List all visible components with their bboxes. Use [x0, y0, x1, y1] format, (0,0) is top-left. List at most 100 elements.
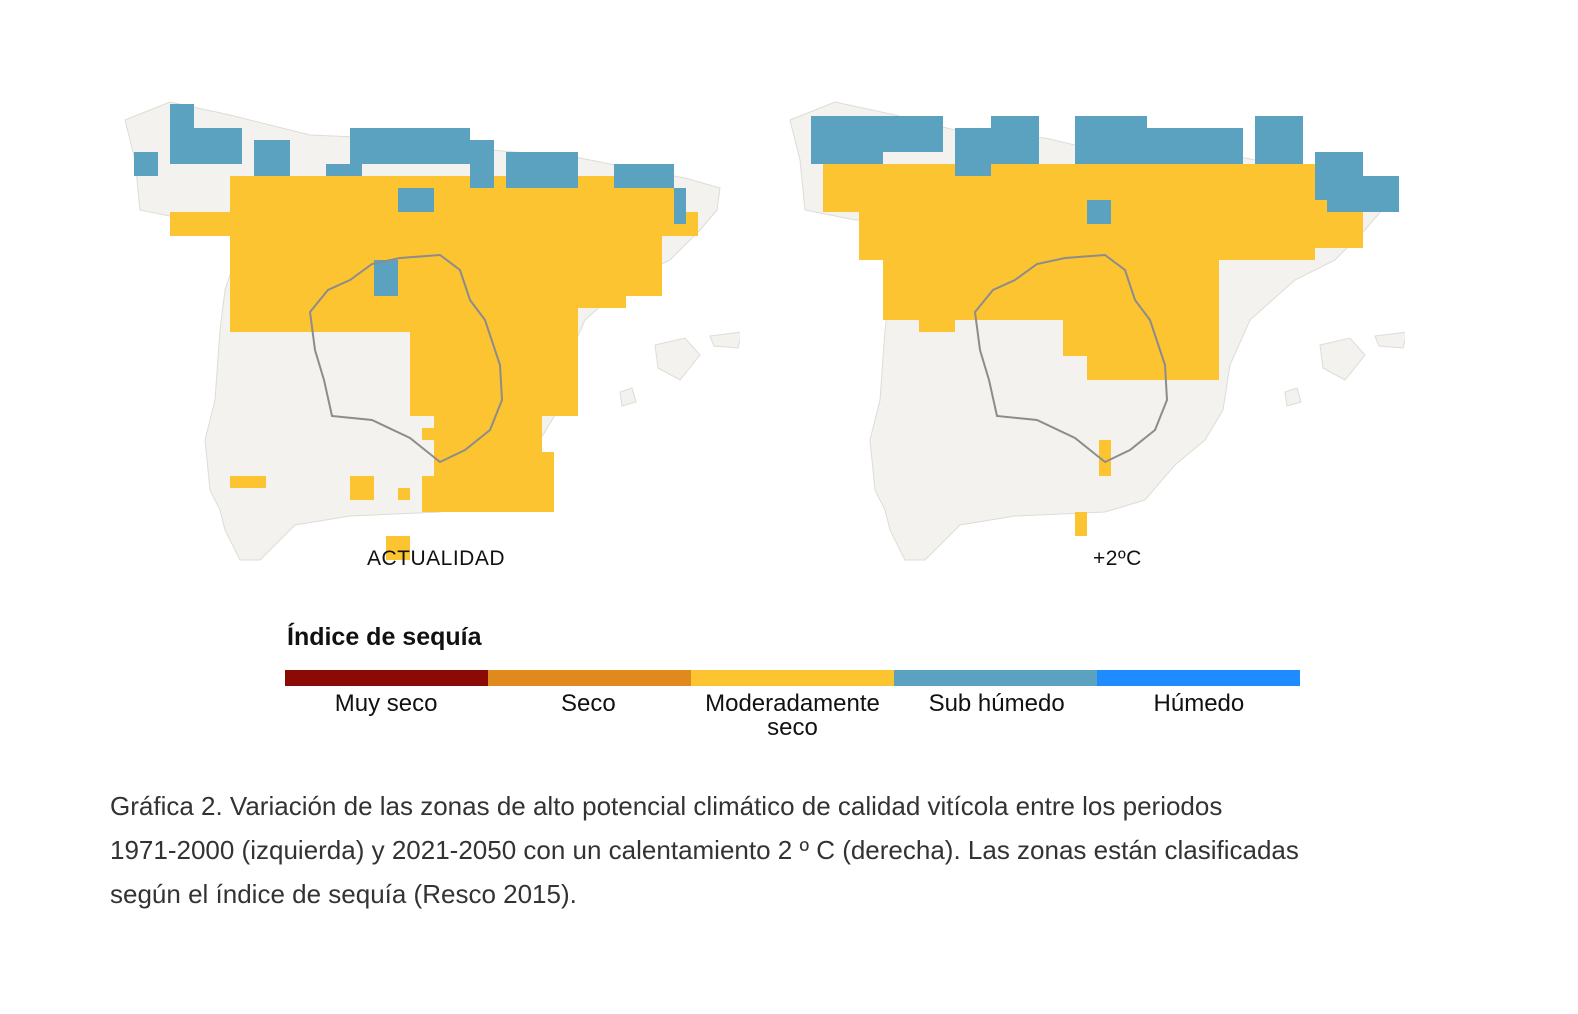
grid-cell	[1219, 188, 1231, 200]
grid-cell	[182, 152, 194, 164]
grid-cell	[566, 296, 578, 308]
grid-cell	[590, 236, 602, 248]
grid-cell	[386, 296, 398, 308]
grid-cell	[919, 308, 931, 320]
grid-cell	[182, 128, 194, 140]
grid-cell	[1087, 332, 1099, 344]
grid-cell	[566, 188, 578, 200]
grid-cell	[1075, 116, 1087, 128]
figure-caption: Gráfica 2. Variación de las zonas de alt…	[110, 784, 1430, 916]
grid-cell	[266, 164, 278, 176]
grid-cell	[1015, 272, 1027, 284]
grid-cell	[482, 404, 494, 416]
grid-cell	[823, 116, 835, 128]
grid-cell	[482, 152, 494, 164]
grid-cell	[883, 116, 895, 128]
grid-cell	[494, 428, 506, 440]
grid-cell	[1099, 332, 1111, 344]
grid-cell	[530, 368, 542, 380]
grid-cell	[410, 248, 422, 260]
grid-cell	[506, 164, 518, 176]
grid-cell	[1183, 140, 1195, 152]
grid-cell	[1207, 200, 1219, 212]
grid-cell	[362, 176, 374, 188]
grid-cell	[422, 404, 434, 416]
grid-cell	[1051, 284, 1063, 296]
grid-cell	[1387, 200, 1399, 212]
grid-cell	[266, 260, 278, 272]
grid-cell	[458, 476, 470, 488]
grid-cell	[530, 272, 542, 284]
grid-cell	[1255, 188, 1267, 200]
grid-cell	[350, 128, 362, 140]
grid-cell	[883, 224, 895, 236]
grid-cell	[1147, 140, 1159, 152]
grid-cell	[907, 248, 919, 260]
grid-cell	[1015, 236, 1027, 248]
grid-cell	[1099, 116, 1111, 128]
grid-cell	[386, 188, 398, 200]
grid-cell	[590, 212, 602, 224]
grid-cell	[871, 164, 883, 176]
grid-cell	[242, 272, 254, 284]
grid-cell	[434, 332, 446, 344]
grid-cell	[434, 464, 446, 476]
grid-cell	[422, 428, 434, 440]
grid-cell	[242, 188, 254, 200]
grid-cell	[859, 248, 871, 260]
grid-cell	[530, 260, 542, 272]
grid-cell	[1027, 248, 1039, 260]
grid-cell	[1171, 164, 1183, 176]
caption-line: Gráfica 2. Variación de las zonas de alt…	[110, 791, 1223, 821]
grid-cell	[638, 224, 650, 236]
grid-cell	[1219, 200, 1231, 212]
grid-cell	[1003, 248, 1015, 260]
grid-cell	[1171, 236, 1183, 248]
grid-cell	[302, 272, 314, 284]
grid-cell	[1279, 200, 1291, 212]
grid-cell	[1291, 200, 1303, 212]
grid-cell	[883, 128, 895, 140]
grid-cell	[542, 332, 554, 344]
grid-cell	[955, 248, 967, 260]
grid-cell	[458, 200, 470, 212]
grid-cell	[1195, 176, 1207, 188]
grid-cell	[1279, 212, 1291, 224]
grid-cell	[823, 164, 835, 176]
grid-cell	[1339, 152, 1351, 164]
grid-cell	[1195, 308, 1207, 320]
grid-cell	[1159, 128, 1171, 140]
grid-cell	[350, 320, 362, 332]
grid-cell	[518, 380, 530, 392]
grid-cell	[1147, 272, 1159, 284]
grid-cell	[458, 320, 470, 332]
grid-cell	[823, 140, 835, 152]
grid-cell	[931, 284, 943, 296]
grid-cell	[1111, 176, 1123, 188]
grid-cell	[326, 248, 338, 260]
grid-cell	[410, 212, 422, 224]
grid-cell	[1003, 188, 1015, 200]
grid-cell	[278, 308, 290, 320]
grid-cell	[446, 296, 458, 308]
grid-cell	[1063, 284, 1075, 296]
grid-cell	[494, 224, 506, 236]
grid-cell	[542, 248, 554, 260]
grid-cell	[458, 380, 470, 392]
grid-cell	[494, 464, 506, 476]
grid-cell	[991, 212, 1003, 224]
grid-cell	[1291, 128, 1303, 140]
grid-cell	[302, 248, 314, 260]
grid-cell	[542, 200, 554, 212]
grid-cell	[422, 140, 434, 152]
grid-cell	[943, 296, 955, 308]
grid-cell	[1099, 140, 1111, 152]
grid-cell	[859, 224, 871, 236]
grid-cell	[290, 236, 302, 248]
grid-cell	[1207, 284, 1219, 296]
grid-cell	[446, 356, 458, 368]
grid-cell	[554, 368, 566, 380]
grid-cell	[302, 284, 314, 296]
grid-cell	[410, 128, 422, 140]
grid-cell	[554, 284, 566, 296]
